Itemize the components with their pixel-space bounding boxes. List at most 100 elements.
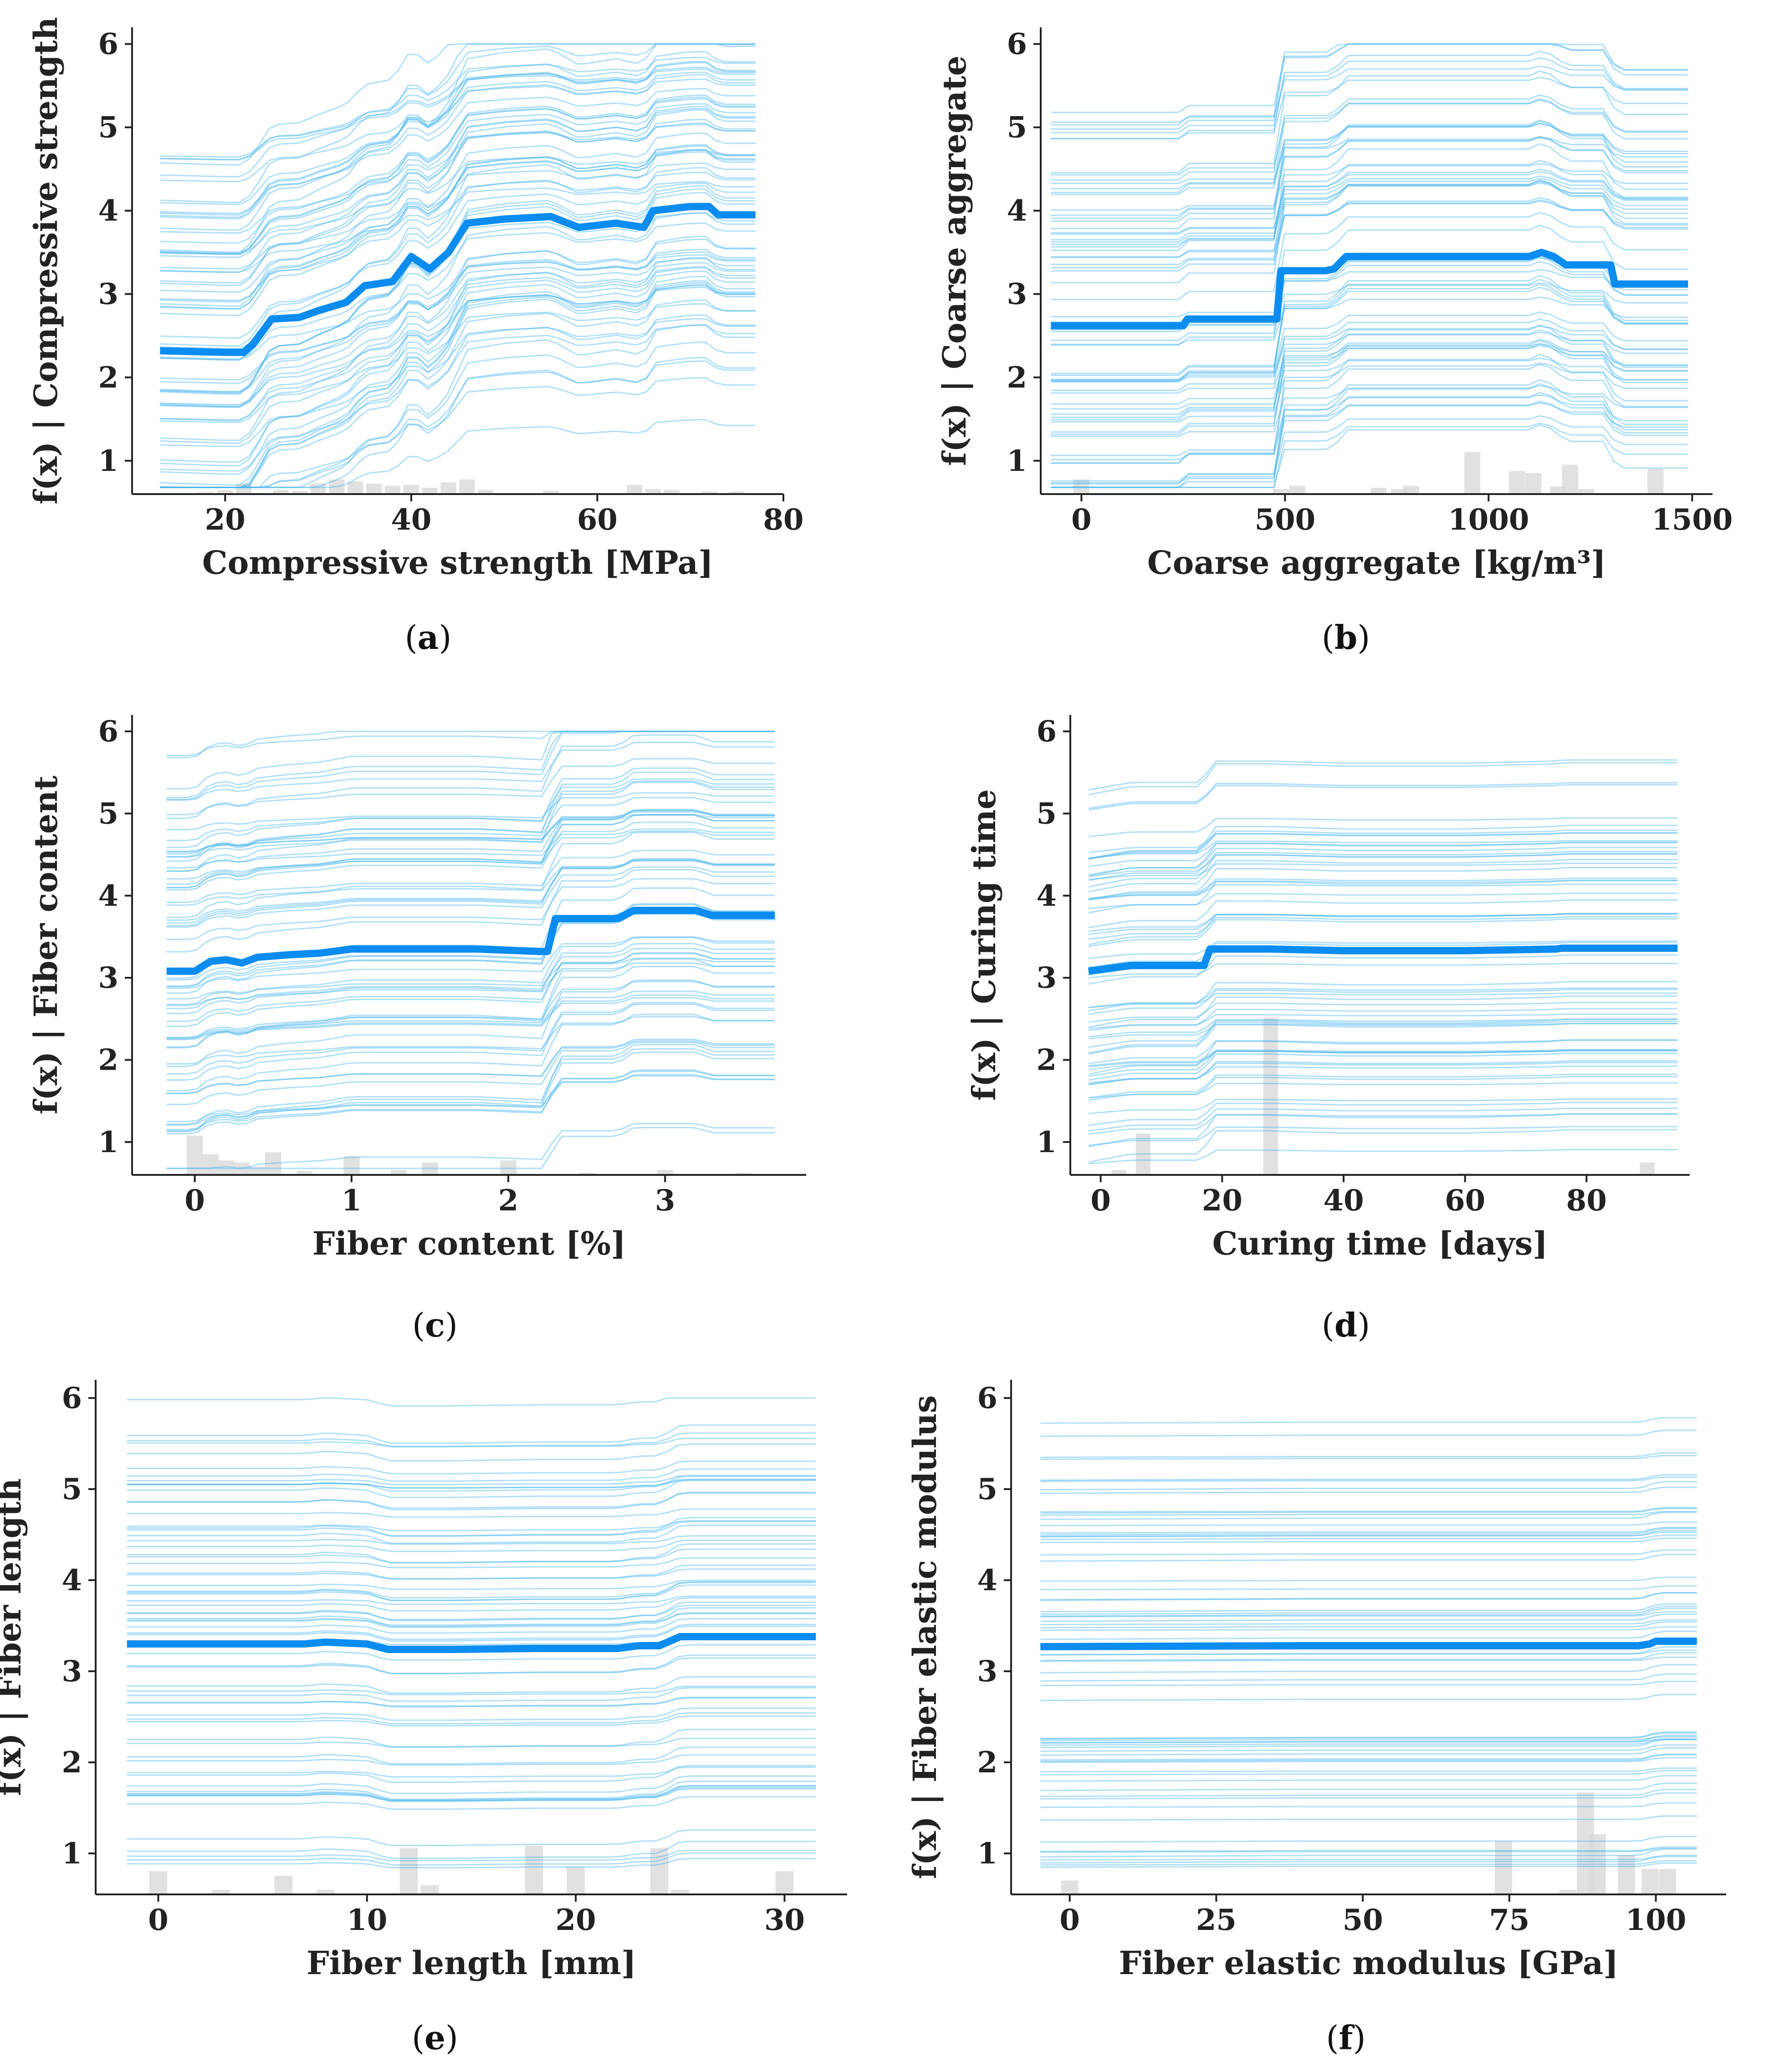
ice-curve (166, 734, 775, 819)
ice-curve (127, 1517, 816, 1537)
histogram-bar (440, 482, 456, 494)
histogram-bar (422, 488, 438, 494)
histogram-bar (1457, 1173, 1472, 1175)
ice-curve (1051, 163, 1688, 211)
ice-curve (1051, 424, 1688, 488)
x-tick-label: 80 (763, 503, 803, 537)
ice-curve (166, 957, 775, 1000)
ice-curve (1040, 1537, 1697, 1543)
ice-curve (127, 1508, 816, 1518)
ice-curve (1051, 99, 1688, 176)
x-axis-label: Fiber elastic modulus [GPa] (1119, 1944, 1619, 1982)
ice-curves (160, 43, 756, 488)
ice-curve (1040, 1603, 1697, 1613)
panel-c: 0 1 2 3 1 2 3 4 5 6 Fiber content [%] f(x) | Fiber … (27, 714, 806, 1344)
ice-curve (1088, 859, 1678, 893)
ice-curve (127, 1781, 816, 1800)
ice-curve (160, 360, 756, 488)
ice-curve (1051, 283, 1688, 376)
pdp-line (166, 907, 775, 975)
histogram-bar (343, 1156, 360, 1175)
histogram-bar (249, 1166, 266, 1175)
panel-caption: (e) (412, 2018, 458, 2057)
ice-curves (1088, 759, 1678, 1164)
ice-curve (1088, 1018, 1678, 1054)
ice-curve (166, 962, 775, 1006)
y-tick-label: 5 (98, 111, 118, 145)
y-tick-label: 4 (1036, 879, 1057, 913)
y-tick-label: 1 (98, 444, 118, 478)
ice-curve (127, 1685, 816, 1695)
histogram-bar (567, 1866, 585, 1894)
y-axis-label: f(x) | Fiber content (27, 776, 65, 1114)
ice-curve (1051, 332, 1688, 383)
x-axis-label: Fiber content [%] (312, 1225, 626, 1262)
x-tick-label: 60 (577, 503, 618, 537)
ice-curve (166, 981, 775, 1038)
ice-curve (1088, 762, 1678, 796)
ice-curve (1040, 1747, 1697, 1756)
histogram-bar (1559, 1889, 1577, 1894)
ice-curve (160, 285, 756, 421)
ice-curve (127, 1584, 816, 1601)
ice-curve (160, 74, 756, 219)
ice-curve (160, 51, 756, 231)
ice-curve (166, 948, 775, 1010)
ice-curve (166, 965, 775, 1048)
x-tick-label: 20 (556, 1903, 596, 1937)
histogram-bar (217, 490, 233, 494)
ice-curve (1051, 269, 1688, 317)
ice-curve (160, 314, 756, 488)
ice-curve (1040, 1429, 1697, 1437)
ice-curve (166, 1123, 775, 1169)
ice-curve (127, 1607, 816, 1627)
ice-curve (1051, 120, 1688, 230)
histogram-bar (1135, 1133, 1151, 1175)
ice-curve (1088, 878, 1678, 899)
ice-curve (1040, 1649, 1697, 1656)
ice-curve (1051, 282, 1688, 331)
ice-curve (1088, 1052, 1678, 1081)
ice-curve (127, 1766, 816, 1778)
ice-curve (127, 1852, 816, 1866)
ice-curve (166, 994, 775, 1040)
x-axis-label: Curing time [days] (1212, 1225, 1548, 1262)
ice-curve (1051, 325, 1688, 421)
pdp-line (127, 1633, 816, 1653)
histogram-bar (626, 485, 643, 494)
ice-curve (1040, 1732, 1697, 1740)
histogram-bar (310, 483, 326, 494)
histogram-bar (1589, 1834, 1606, 1894)
ice-curve (1040, 1554, 1697, 1562)
ice-curve (166, 828, 775, 869)
histogram-bar (1509, 471, 1525, 494)
ice-curve (1051, 175, 1688, 234)
ice-curve (1040, 1530, 1697, 1538)
ice-curve (1040, 1417, 1697, 1424)
ice-curve (1040, 1608, 1697, 1617)
ice-curve (1040, 1738, 1697, 1743)
x-tick-label: 2 (498, 1184, 519, 1218)
ice-curve (166, 858, 775, 926)
ice-curve (127, 1478, 816, 1489)
ice-curve (127, 1525, 816, 1544)
ice-curve (1088, 1098, 1678, 1114)
ice-curve (127, 1579, 816, 1590)
ice-curve (1040, 1739, 1697, 1746)
ice-curve (1040, 1592, 1697, 1601)
ice-curve (160, 235, 756, 441)
ice-curve (1040, 1860, 1697, 1866)
x-tick-label: 0 (184, 1184, 205, 1218)
ice-curve (1088, 995, 1678, 1028)
ice-curve (1051, 383, 1688, 488)
ice-curve (1051, 136, 1688, 184)
ice-curve (127, 1612, 816, 1628)
ice-curve (1088, 1113, 1678, 1148)
ice-curve (127, 1543, 816, 1564)
ice-curve (1040, 1753, 1697, 1761)
ice-curve (1040, 1511, 1697, 1516)
ice-curve (1051, 197, 1688, 272)
ice-curve (160, 286, 756, 405)
x-tick-label: 60 (1445, 1184, 1485, 1218)
histogram-bar (186, 1135, 203, 1175)
